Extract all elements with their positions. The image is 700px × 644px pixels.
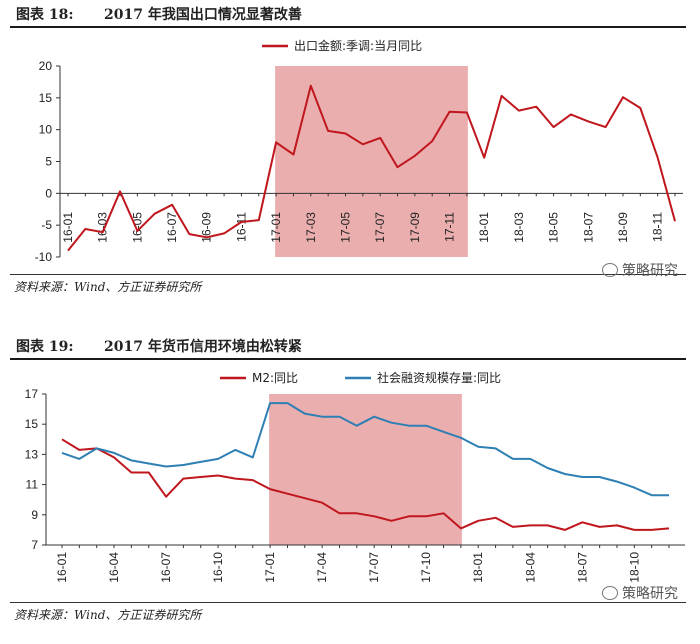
figure18-number: 图表 18: <box>16 7 74 23</box>
x-tick-label: 16-10 <box>211 552 225 583</box>
x-tick-label: 17-07 <box>367 552 381 583</box>
x-tick-label: 18-07 <box>581 212 595 243</box>
x-tick-label: 16-09 <box>200 212 214 243</box>
x-tick-label: 18-11 <box>651 212 665 242</box>
export-growth-chart: -10 -5 0 5 10 15 20 16-01 16-03 16-05 16-07 16-09 16… <box>35 38 683 264</box>
x-tick-label: 16-07 <box>165 212 179 243</box>
highlight-band <box>269 394 462 545</box>
x-tick-label: 17-09 <box>408 212 422 243</box>
x-tick-label: 18-01 <box>477 212 491 243</box>
x-tick-label: 18-04 <box>523 552 537 583</box>
figure18-source: 资料来源：Wind、方正证券研究所 <box>14 280 202 294</box>
series-line-1 <box>67 84 676 252</box>
x-tick-label: 17-10 <box>419 552 433 583</box>
figure18-header: 图表 18: 2017 年我国出口情况显著改善 <box>10 4 686 28</box>
x-tick-label: 18-05 <box>547 212 561 243</box>
y-tick-label: 13 <box>25 447 39 461</box>
figure18-watermark-text: 策略研究 <box>622 263 678 279</box>
x-tick-label: 16-04 <box>107 552 121 583</box>
x-tick-label: 17-01 <box>269 212 283 243</box>
figure18-watermark: 策略研究 <box>602 260 678 280</box>
figure19-title: 2017 年货币信用环境由松转紧 <box>104 339 302 355</box>
legend-label: 社会融资规模存量:同比 <box>377 370 501 385</box>
y-tick-label: 5 <box>45 155 52 169</box>
y-tick-label: 0 <box>45 186 52 200</box>
wechat-icon <box>602 586 618 600</box>
figure19-number: 图表 19: <box>16 339 74 355</box>
figure19-header: 图表 19: 2017 年货币信用环境由松转紧 <box>10 336 686 360</box>
series-line-2 <box>61 402 669 497</box>
figure19-source-bar: 资料来源：Wind、方正证券研究所 <box>10 602 686 627</box>
figure19-watermark-text: 策略研究 <box>622 586 678 602</box>
x-tick-label: 16-07 <box>159 552 173 583</box>
y-tick-label: 9 <box>31 508 38 522</box>
x-tick-label: 17-11 <box>443 212 457 242</box>
figure19-source: 资料来源：Wind、方正证券研究所 <box>14 608 202 622</box>
wechat-icon <box>602 263 618 277</box>
figure18-source-bar: 资料来源：Wind、方正证券研究所 <box>10 274 686 299</box>
money-credit-chart: 7 9 11 13 15 17 16-01 16-04 16-07 16-10 17-01 17-04… <box>25 370 685 583</box>
legend-label: M2:同比 <box>252 371 298 385</box>
y-tick-label: -5 <box>41 218 52 232</box>
figure18-title: 2017 年我国出口情况显著改善 <box>104 7 302 23</box>
x-tick-label: 16-11 <box>234 212 248 242</box>
x-tick-label: 16-03 <box>96 212 110 243</box>
x-tick-label: 18-01 <box>471 552 485 583</box>
y-tick-label: 15 <box>25 417 39 431</box>
y-tick-label: 10 <box>39 123 53 137</box>
y-tick-label: 11 <box>26 478 39 492</box>
x-tick-label: 18-07 <box>575 552 589 583</box>
y-tick-label: 17 <box>25 387 39 401</box>
y-tick-label: 20 <box>39 59 53 73</box>
x-tick-label: 18-09 <box>616 212 630 243</box>
x-tick-label: 16-01 <box>61 212 75 243</box>
series-line-1 <box>61 438 670 531</box>
x-tick-label: 17-04 <box>315 552 329 583</box>
y-tick-label: 7 <box>31 538 38 552</box>
x-tick-label: 16-05 <box>130 212 144 243</box>
x-tick-label: 17-03 <box>304 212 318 243</box>
y-tick-label: -10 <box>35 250 53 264</box>
x-tick-label: 18-10 <box>627 552 641 583</box>
legend-label: 出口金额:季调:当月同比 <box>294 38 422 53</box>
figure19-watermark: 策略研究 <box>602 583 678 603</box>
y-tick-label: 15 <box>39 91 53 105</box>
x-tick-label: 17-01 <box>263 552 277 583</box>
x-tick-label: 17-07 <box>373 212 387 243</box>
x-tick-label: 17-05 <box>338 212 352 243</box>
x-tick-label: 18-03 <box>512 212 526 243</box>
x-tick-label: 16-01 <box>55 552 69 583</box>
